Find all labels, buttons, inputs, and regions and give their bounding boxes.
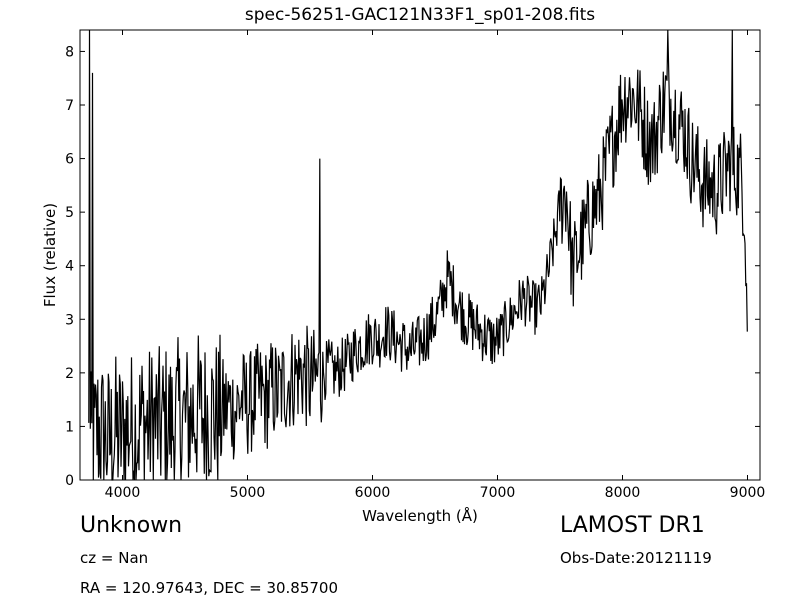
y-tick-label: 7: [65, 98, 74, 114]
spectrum-line-layer: [88, 29, 748, 481]
y-tick-label: 2: [65, 366, 74, 382]
chart-title: spec-56251-GAC121N33F1_sp01-208.fits: [244, 5, 596, 25]
x-tick-label: 4000: [105, 485, 141, 501]
observation-date-label: Obs-Date:20121119: [560, 549, 712, 567]
y-axis-label: Flux (relative): [41, 203, 59, 307]
axis-ticks: 4000 5000 6000 7000 8000 9000 0 1 2 3 4 5 6 7 8: [65, 30, 765, 501]
x-tick-label: 9000: [730, 485, 766, 501]
y-tick-label: 8: [65, 44, 74, 60]
x-axis-label: Wavelength (Å): [362, 506, 478, 525]
plot-frame: [79, 29, 761, 481]
survey-label: LAMOST DR1: [560, 513, 705, 538]
y-tick-label: 5: [65, 205, 74, 221]
redshift-label: cz = Nan: [80, 549, 149, 567]
y-tick-label: 0: [65, 473, 74, 489]
x-tick-label: 8000: [605, 485, 641, 501]
x-tick-label: 5000: [230, 485, 266, 501]
y-tick-label: 1: [65, 419, 74, 435]
y-tick-label: 4: [65, 259, 74, 275]
spectrum-line: [88, 29, 748, 481]
y-tick-label: 3: [65, 312, 74, 328]
object-class-label: Unknown: [80, 513, 183, 538]
y-tick-label: 6: [65, 152, 74, 168]
x-tick-label: 6000: [355, 485, 391, 501]
coordinates-label: RA = 120.97643, DEC = 30.85700: [80, 579, 339, 597]
x-tick-label: 7000: [480, 485, 516, 501]
